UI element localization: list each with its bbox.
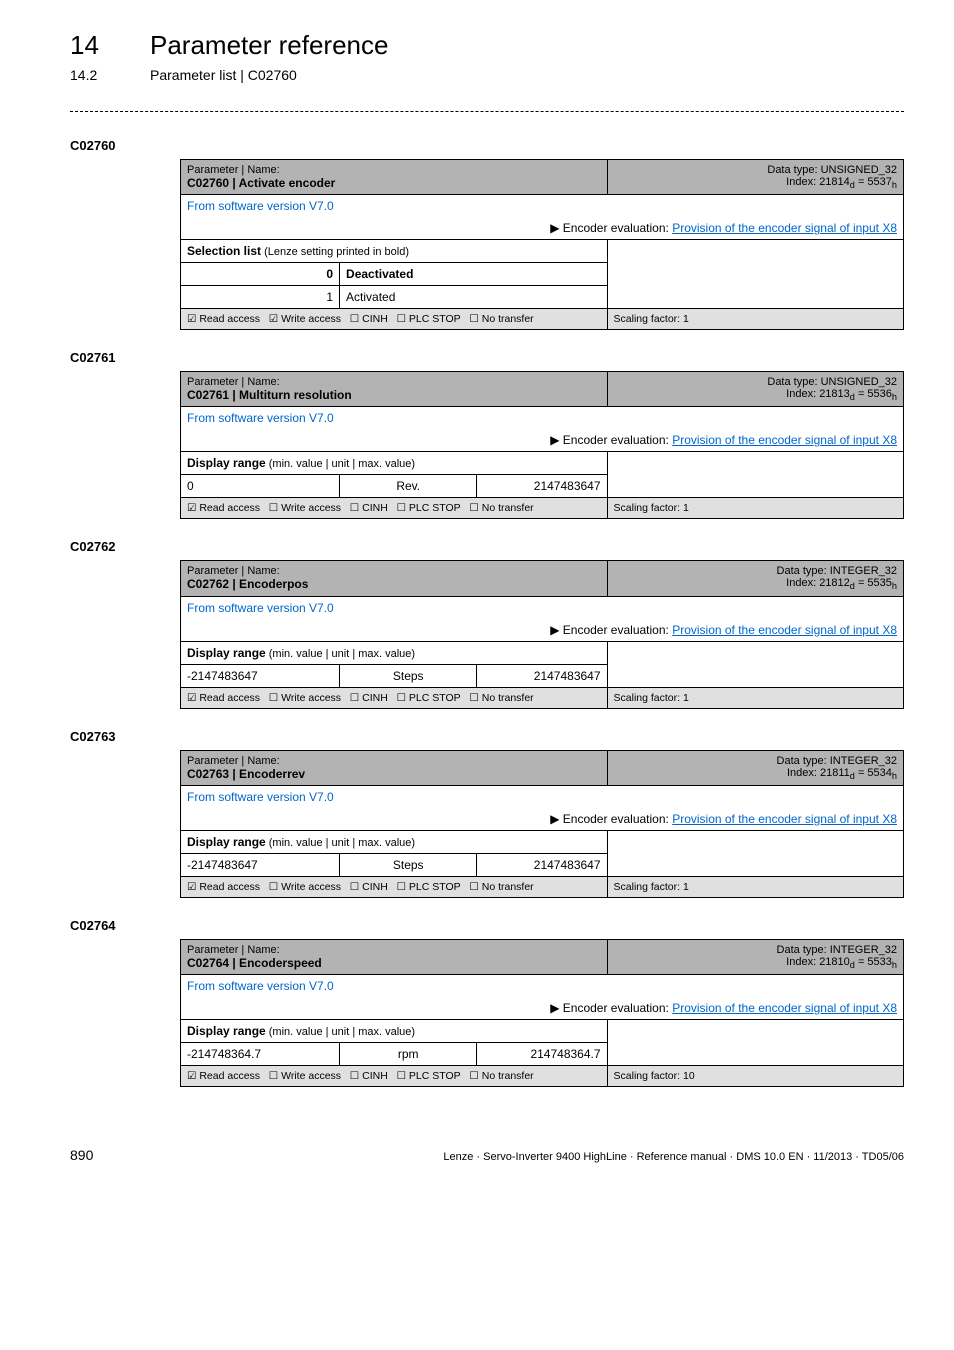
footer-line: Lenze · Servo-Inverter 9400 HighLine · R… (443, 1151, 904, 1163)
access-flags: ☑ Read access ☑ Write access ☐ CINH ☐ PL… (181, 309, 608, 330)
from-software-version: From software version V7.0 (181, 974, 904, 997)
display-range-header: Display range (min. value | unit | max. … (181, 452, 608, 475)
from-software-version: From software version V7.0 (181, 596, 904, 619)
param-name: C02764 | Encoderspeed (187, 956, 601, 970)
encoder-link[interactable]: Provision of the encoder signal of input… (672, 623, 897, 637)
display-range-header: Display range (min. value | unit | max. … (181, 641, 608, 664)
param-code-heading: C02763 (70, 729, 904, 744)
access-flags: ☑ Read access ☐ Write access ☐ CINH ☐ PL… (181, 498, 608, 519)
access-flags: ☑ Read access ☐ Write access ☐ CINH ☐ PL… (181, 1065, 608, 1086)
param-name: C02763 | Encoderrev (187, 767, 601, 781)
index: Index: 21814d = 5537h (614, 176, 897, 190)
index: Index: 21810d = 5533h (614, 956, 897, 970)
param-label: Parameter | Name: (187, 565, 601, 577)
max-value: 2147483647 (477, 853, 607, 876)
unit: Steps (340, 664, 477, 687)
page-number: 890 (70, 1147, 93, 1163)
scaling-factor: Scaling factor: 10 (607, 1065, 903, 1086)
from-software-version: From software version V7.0 (181, 407, 904, 430)
unit: Steps (340, 853, 477, 876)
min-value: 0 (181, 475, 340, 498)
min-value: -2147483647 (181, 664, 340, 687)
param-label: Parameter | Name: (187, 755, 601, 767)
param-table-c02763: Parameter | Name: C02763 | Encoderrev Da… (180, 750, 904, 898)
param-name: C02761 | Multiturn resolution (187, 388, 601, 402)
selection-list-header: Selection list (Lenze setting printed in… (181, 240, 608, 263)
param-code-heading: C02760 (70, 138, 904, 153)
encoder-evaluation-line: ▶ Encoder evaluation: Provision of the e… (181, 997, 904, 1020)
scaling-factor: Scaling factor: 1 (607, 876, 903, 897)
data-type: Data type: INTEGER_32 (614, 944, 897, 956)
max-value: 2147483647 (477, 664, 607, 687)
max-value: 2147483647 (477, 475, 607, 498)
unit: Rev. (340, 475, 477, 498)
display-range-header: Display range (min. value | unit | max. … (181, 830, 608, 853)
selection-value: 1 (181, 286, 340, 309)
param-label: Parameter | Name: (187, 944, 601, 956)
index: Index: 21812d = 5535h (614, 577, 897, 591)
selection-label: Deactivated (340, 263, 608, 286)
chapter-title: Parameter reference (150, 30, 388, 61)
min-value: -2147483647 (181, 853, 340, 876)
param-name: C02760 | Activate encoder (187, 176, 601, 190)
param-table-c02764: Parameter | Name: C02764 | Encoderspeed … (180, 939, 904, 1087)
access-flags: ☑ Read access ☐ Write access ☐ CINH ☐ PL… (181, 876, 608, 897)
chapter-number: 14 (70, 30, 120, 61)
param-code-heading: C02764 (70, 918, 904, 933)
data-type: Data type: UNSIGNED_32 (614, 376, 897, 388)
param-name: C02762 | Encoderpos (187, 577, 601, 591)
index: Index: 21811d = 5534h (614, 767, 897, 781)
param-table-c02760: Parameter | Name: C02760 | Activate enco… (180, 159, 904, 330)
encoder-evaluation-line: ▶ Encoder evaluation: Provision of the e… (181, 808, 904, 831)
from-software-version: From software version V7.0 (181, 195, 904, 218)
param-table-c02761: Parameter | Name: C02761 | Multiturn res… (180, 371, 904, 519)
data-type: Data type: INTEGER_32 (614, 565, 897, 577)
data-type: Data type: INTEGER_32 (614, 755, 897, 767)
display-range-header: Display range (min. value | unit | max. … (181, 1019, 608, 1042)
encoder-link[interactable]: Provision of the encoder signal of input… (672, 1001, 897, 1015)
param-label: Parameter | Name: (187, 376, 601, 388)
access-flags: ☑ Read access ☐ Write access ☐ CINH ☐ PL… (181, 687, 608, 708)
param-label: Parameter | Name: (187, 164, 601, 176)
separator (70, 111, 904, 112)
section-number: 14.2 (70, 67, 120, 83)
min-value: -214748364.7 (181, 1042, 340, 1065)
unit: rpm (340, 1042, 477, 1065)
encoder-link[interactable]: Provision of the encoder signal of input… (672, 433, 897, 447)
encoder-evaluation-line: ▶ Encoder evaluation: Provision of the e… (181, 619, 904, 642)
encoder-evaluation-line: ▶ Encoder evaluation: Provision of the e… (181, 217, 904, 240)
from-software-version: From software version V7.0 (181, 785, 904, 808)
param-table-c02762: Parameter | Name: C02762 | Encoderpos Da… (180, 560, 904, 708)
param-code-heading: C02761 (70, 350, 904, 365)
data-type: Data type: UNSIGNED_32 (614, 164, 897, 176)
max-value: 214748364.7 (477, 1042, 607, 1065)
selection-value: 0 (181, 263, 340, 286)
section-title: Parameter list | C02760 (150, 67, 297, 83)
scaling-factor: Scaling factor: 1 (607, 498, 903, 519)
encoder-link[interactable]: Provision of the encoder signal of input… (672, 812, 897, 826)
scaling-factor: Scaling factor: 1 (607, 687, 903, 708)
param-code-heading: C02762 (70, 539, 904, 554)
scaling-factor: Scaling factor: 1 (607, 309, 903, 330)
encoder-link[interactable]: Provision of the encoder signal of input… (672, 221, 897, 235)
index: Index: 21813d = 5536h (614, 388, 897, 402)
selection-label: Activated (340, 286, 608, 309)
encoder-evaluation-line: ▶ Encoder evaluation: Provision of the e… (181, 429, 904, 452)
